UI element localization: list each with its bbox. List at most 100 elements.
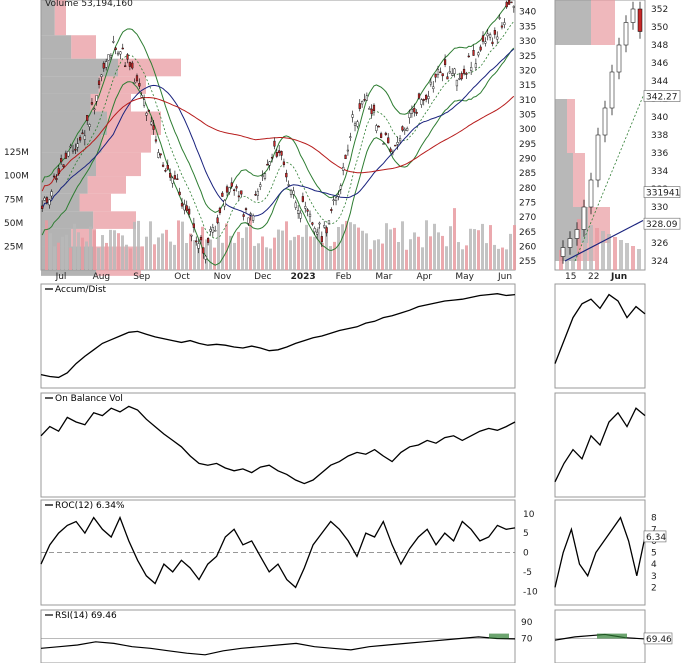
price-candle — [142, 99, 146, 106]
zoom-band-line — [574, 96, 644, 262]
volume-bar — [93, 230, 96, 270]
price-candle — [420, 99, 423, 105]
volume-bar — [157, 237, 160, 270]
zoom-candle — [595, 134, 601, 181]
value-badge: 328.09 — [646, 220, 678, 230]
price-candle — [216, 217, 219, 224]
volume-bar — [369, 249, 372, 270]
zoom-price-axis-label: 326 — [651, 239, 668, 249]
zoom-candle — [630, 8, 636, 23]
price-candle — [294, 202, 297, 208]
price-candle — [218, 207, 222, 214]
volume-readout: Volume 53,194,160 — [45, 0, 133, 9]
price-candle — [90, 102, 94, 105]
obv-zoom-line — [554, 407, 646, 483]
accum-dist-line — [40, 293, 516, 379]
roc-zoom-axis-label: 8 — [651, 514, 657, 524]
volume-axis-label: 100M — [4, 172, 29, 182]
zoom-candle — [560, 247, 566, 257]
price-candle — [261, 175, 264, 177]
price-candle — [408, 112, 411, 119]
volume-by-price-bar — [41, 152, 96, 177]
price-candle — [138, 82, 141, 87]
zoom-volume-bar — [613, 237, 617, 270]
price-candle — [69, 145, 72, 148]
price-candle — [164, 170, 167, 172]
volume-bar — [265, 247, 268, 270]
price-candle — [415, 111, 418, 114]
price-axis-label: 255 — [519, 257, 536, 267]
price-candle — [510, 1, 513, 4]
price-candle — [81, 132, 84, 135]
volume-bar — [177, 220, 180, 270]
price-candle — [370, 108, 373, 115]
volume-bar — [441, 235, 444, 270]
moving-average-200-line — [41, 95, 515, 192]
price-candle — [375, 125, 378, 131]
volume-bar — [409, 239, 412, 270]
volume-by-price-bar — [118, 58, 181, 77]
volume-bar — [141, 246, 144, 270]
price-candle — [297, 210, 300, 214]
panel-frame-ad — [40, 283, 516, 389]
price-candle — [145, 112, 148, 116]
zoom-volume-bar — [637, 249, 641, 270]
price-candle — [451, 73, 454, 76]
price-axis-label: 310 — [519, 96, 536, 106]
price-candle — [379, 133, 383, 138]
zoom-price-axis-label: 324 — [651, 257, 668, 267]
zoom-price-axis-label: 330 — [651, 203, 668, 213]
volume-by-price-bar — [79, 193, 111, 212]
roc-axis-label: 5 — [523, 529, 529, 539]
price-candle — [486, 33, 489, 37]
volume-bar — [365, 233, 368, 270]
volume-bar — [377, 239, 380, 270]
volume-bar — [181, 221, 184, 270]
volume-bar — [417, 236, 420, 270]
price-candle — [313, 228, 316, 233]
rsi-axis-label: 90 — [521, 618, 533, 628]
price-candle — [330, 209, 333, 211]
price-candle — [171, 177, 174, 184]
volume-bar — [513, 225, 516, 270]
panel-frame-adz — [554, 283, 646, 389]
zoom-price-axis-label: 338 — [651, 131, 668, 141]
volume-bar — [361, 230, 364, 270]
date-axis-label: Feb — [336, 272, 352, 282]
price-candle — [465, 72, 468, 75]
volume-bar — [245, 227, 248, 270]
price-candle — [199, 236, 203, 241]
moving-average-20-line — [41, 21, 515, 240]
volume-bar — [117, 233, 120, 270]
price-axis-label: 340 — [519, 8, 536, 18]
volume-bar — [277, 229, 280, 270]
volume-by-price-bar — [41, 58, 118, 77]
price-axis-label: 305 — [519, 110, 536, 120]
volume-bar — [461, 249, 464, 270]
volume-bar — [53, 246, 56, 270]
price-candle — [147, 109, 150, 112]
price-axis-label: 285 — [519, 169, 536, 179]
volume-bar — [121, 235, 124, 270]
price-candle — [64, 152, 67, 159]
zoom-candle — [637, 8, 643, 32]
price-candle — [161, 164, 165, 167]
volume-bar — [353, 224, 356, 270]
volume-by-price-bar — [41, 76, 99, 94]
price-candle — [43, 197, 46, 201]
volume-bar — [449, 226, 452, 270]
zoom-volume-bar — [565, 213, 569, 270]
volume-bar — [137, 220, 140, 270]
value-badge-box — [643, 90, 681, 102]
accum-dist-title: Accum/Dist — [55, 285, 107, 295]
bollinger-lower-line — [41, 47, 515, 266]
price-candle — [474, 63, 477, 68]
price-candle — [503, 22, 506, 25]
volume-axis-label: 125M — [4, 148, 29, 158]
price-candle — [76, 143, 79, 148]
price-candle — [176, 178, 179, 180]
roc-axis-label: 10 — [523, 510, 535, 520]
volume-bar — [125, 244, 128, 270]
zoom-price-axis-label: 340 — [651, 113, 668, 123]
